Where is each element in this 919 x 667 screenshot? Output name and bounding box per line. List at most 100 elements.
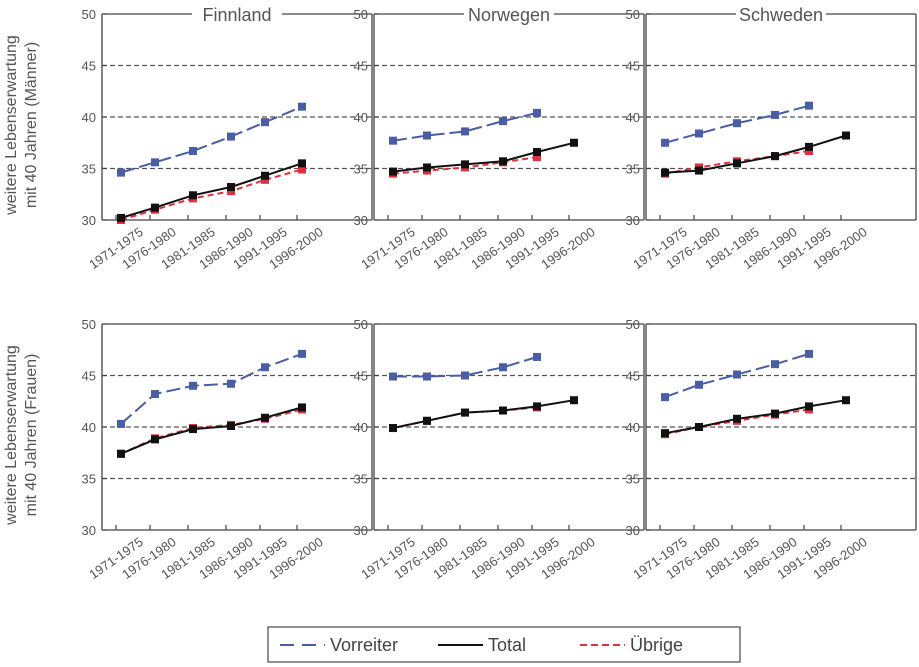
series-line-uebrige — [120, 408, 303, 455]
data-point-total — [533, 148, 541, 157]
data-point-total — [842, 396, 850, 405]
y-tick-label: 35 — [354, 162, 368, 177]
data-point-vorreiter — [771, 360, 779, 369]
y-tick-label: 35 — [626, 472, 640, 487]
data-point-vorreiter — [423, 131, 431, 140]
data-point-total — [661, 429, 669, 438]
y-axis-label: mit 40 Jahren (Frauen) — [23, 354, 40, 517]
legend: Vorreiter Total Übrige — [267, 626, 741, 663]
y-tick-label: 45 — [82, 369, 96, 384]
data-point-total — [151, 203, 159, 212]
y-tick-label: 40 — [82, 420, 96, 435]
data-point-vorreiter — [733, 119, 741, 128]
data-point-total — [570, 138, 578, 147]
y-tick-label: 40 — [626, 420, 640, 435]
y-tick-label: 40 — [626, 110, 640, 125]
y-tick-label: 35 — [82, 162, 96, 177]
data-point-vorreiter — [261, 118, 269, 127]
y-tick-label: 45 — [82, 59, 96, 74]
y-tick-label: 50 — [626, 317, 640, 332]
data-point-total — [189, 191, 197, 200]
y-tick-label: 30 — [354, 213, 368, 228]
data-point-total — [661, 168, 669, 177]
series-line-vorreiter — [664, 104, 810, 144]
y-tick-label: 45 — [354, 59, 368, 74]
y-tick-label: 30 — [82, 213, 96, 228]
panel-title: Norwegen — [468, 5, 550, 25]
y-tick-label: 50 — [82, 317, 96, 332]
data-point-vorreiter — [461, 371, 469, 380]
series-line-total — [120, 406, 303, 455]
data-point-total — [733, 159, 741, 168]
series-line-vorreiter — [393, 356, 538, 378]
series-line-vorreiter — [120, 352, 303, 425]
data-point-vorreiter — [499, 117, 507, 126]
data-point-vorreiter — [733, 370, 741, 379]
data-point-total — [570, 396, 578, 405]
y-tick-label: 30 — [82, 523, 96, 538]
data-point-vorreiter — [261, 363, 269, 372]
data-point-vorreiter — [389, 372, 397, 381]
y-tick-label: 30 — [626, 523, 640, 538]
data-point-total — [842, 131, 850, 140]
data-point-vorreiter — [661, 393, 669, 402]
legend-label-vorreiter: Vorreiter — [330, 635, 398, 655]
panel-r1-c2: 30354045501971-19751976-19801981-1985198… — [626, 317, 917, 582]
y-tick-label: 50 — [82, 7, 96, 22]
data-point-vorreiter — [533, 352, 541, 361]
panel-norwegen: Norwegen30354045501971-19751976-19801981… — [354, 5, 645, 272]
data-point-total — [227, 421, 235, 430]
y-axis-label: weitere Lebenserwartung — [3, 345, 20, 526]
data-point-vorreiter — [499, 363, 507, 372]
data-point-total — [461, 408, 469, 417]
data-point-total — [227, 183, 235, 192]
data-point-total — [461, 160, 469, 169]
data-point-vorreiter — [189, 381, 197, 390]
series-line-uebrige — [120, 168, 303, 221]
y-tick-label: 50 — [354, 317, 368, 332]
data-point-total — [151, 435, 159, 444]
data-point-vorreiter — [151, 390, 159, 399]
y-tick-label: 35 — [626, 162, 640, 177]
panel-finnland: Finnland30354045501971-19751976-19801981… — [82, 5, 373, 272]
data-point-uebrige — [261, 175, 269, 184]
y-axis-label: mit 40 Jahren (Männer) — [23, 42, 40, 208]
series-line-total — [664, 134, 847, 174]
data-point-vorreiter — [461, 127, 469, 136]
data-point-total — [261, 413, 269, 422]
data-point-total — [771, 152, 779, 161]
data-point-total — [298, 159, 306, 168]
panels-layer: Finnland30354045501971-19751976-19801981… — [82, 5, 917, 582]
data-point-vorreiter — [298, 102, 306, 111]
data-point-total — [261, 171, 269, 180]
data-point-vorreiter — [298, 349, 306, 358]
legend-label-uebrige: Übrige — [630, 635, 683, 655]
data-point-total — [189, 425, 197, 434]
y-tick-label: 45 — [626, 369, 640, 384]
data-point-vorreiter — [189, 146, 197, 155]
series-line-total — [392, 141, 575, 173]
data-point-vorreiter — [661, 138, 669, 147]
series-line-vorreiter — [664, 352, 810, 399]
y-tick-label: 45 — [354, 369, 368, 384]
panel-schweden: Schweden30354045501971-19751976-19801981… — [626, 5, 917, 272]
data-point-total — [771, 409, 779, 418]
series-line-total — [392, 399, 575, 429]
y-tick-label: 50 — [626, 7, 640, 22]
data-point-vorreiter — [805, 349, 813, 358]
data-point-total — [533, 402, 541, 411]
series-line-vorreiter — [392, 111, 538, 142]
y-tick-label: 30 — [626, 213, 640, 228]
data-point-uebrige — [298, 165, 306, 174]
y-tick-label: 35 — [82, 472, 96, 487]
data-point-total — [423, 416, 431, 425]
panel-title: Schweden — [739, 5, 823, 25]
data-point-total — [499, 157, 507, 166]
panel-title: Finnland — [202, 5, 271, 25]
legend-label-total: Total — [488, 635, 526, 655]
legend-box — [267, 626, 741, 663]
data-point-total — [423, 163, 431, 172]
data-point-total — [389, 424, 397, 433]
data-point-vorreiter — [227, 132, 235, 141]
data-point-total — [298, 403, 306, 412]
